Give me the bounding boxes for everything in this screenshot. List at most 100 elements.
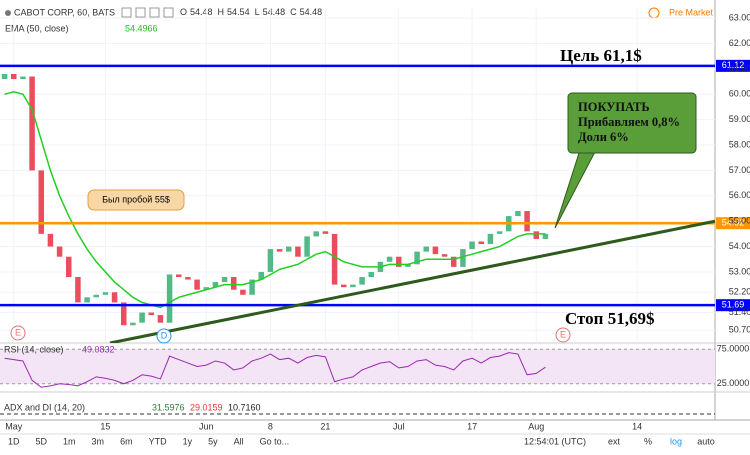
icon — [5, 10, 11, 16]
dividend-icon[interactable] — [156, 328, 172, 344]
adx-title: ADX and DI (14, 20) — [4, 402, 85, 412]
candle-body — [286, 246, 292, 252]
candle-body — [341, 284, 347, 288]
candle-body — [121, 302, 127, 326]
ohlc-key: O — [180, 7, 187, 17]
clock: 12:54:01 (UTC) — [524, 436, 586, 446]
candle-body — [405, 264, 411, 267]
callout-text: Был пробой 55$ — [102, 194, 170, 204]
ohlc-legend: O 54.48 H 54.54 L 54.48 C 54.48 — [180, 7, 322, 17]
range-button[interactable]: 5D — [36, 436, 48, 446]
range-button[interactable]: 1m — [63, 436, 76, 446]
range-button[interactable]: 6m — [120, 436, 133, 446]
candle-body — [414, 251, 420, 265]
earnings-icon[interactable] — [10, 325, 26, 341]
callout-text: Доли 6% — [578, 130, 629, 144]
candle-body — [469, 241, 475, 250]
axis-option[interactable]: ext — [608, 436, 621, 446]
candle-body — [84, 297, 90, 303]
candle-body — [185, 277, 191, 280]
y-tick-label: 55.00 — [729, 216, 750, 226]
candle-body — [304, 236, 310, 257]
y-tick-label: 54.00 — [729, 241, 750, 251]
candle-body — [194, 279, 200, 290]
range-button[interactable]: 1D — [8, 436, 20, 446]
ohlc-value: 54.48 — [263, 7, 286, 17]
y-tick-label: 25.0000 — [717, 378, 750, 388]
icon — [149, 7, 160, 18]
ohlc-value: 54.54 — [227, 7, 250, 17]
rsi-band — [0, 349, 715, 384]
candle-body — [368, 271, 374, 278]
candle-body — [111, 292, 118, 303]
y-tick-label: 50.70 — [729, 325, 750, 335]
candle-body — [524, 211, 530, 232]
range-button[interactable]: 5y — [208, 436, 218, 446]
range-button[interactable]: 3m — [92, 436, 105, 446]
level-label: Цель 61,1$ — [560, 46, 642, 65]
axis-option[interactable]: log — [670, 436, 682, 446]
axis-option[interactable]: auto — [697, 436, 715, 446]
candle-body — [542, 233, 549, 239]
x-tick-label: Aug — [528, 421, 544, 431]
icon — [135, 7, 146, 18]
level-axis-tag — [716, 299, 750, 312]
candle-body — [38, 170, 44, 234]
y-tick-label: 61.00 — [729, 63, 750, 73]
level-label: Стоп 51,69$ — [565, 309, 655, 328]
ohlc-key: L — [255, 7, 260, 17]
candle-body — [515, 211, 521, 217]
candle-body — [487, 233, 494, 245]
earnings-icon-label: E — [15, 327, 21, 337]
candle-body — [249, 279, 255, 295]
ohlc-value: 54.48 — [300, 7, 323, 17]
y-tick-label: 52.20 — [729, 287, 750, 297]
y-tick-label: 58.00 — [729, 139, 750, 149]
adx-value: 29.0159 — [190, 402, 223, 412]
candle-body — [166, 274, 173, 323]
candle-body — [93, 294, 99, 298]
candle-body — [258, 271, 264, 280]
adx-value: 31.5976 — [152, 402, 185, 412]
ohlc-key: H — [218, 7, 225, 17]
candle-body — [56, 246, 63, 257]
candle-body — [1, 73, 8, 80]
ohlc-key: C — [290, 7, 297, 17]
symbol: CABOT CORP, 60, BATS — [14, 7, 115, 17]
candle-body — [432, 246, 439, 255]
y-tick-label: 62.00 — [729, 38, 750, 48]
level-axis-tag — [716, 217, 750, 230]
ema-line — [4, 90, 546, 309]
candle-body — [396, 256, 402, 267]
range-button[interactable]: YTD — [149, 436, 168, 446]
x-tick-label: 17 — [467, 421, 477, 431]
ema-value: 54.4966 — [125, 23, 158, 33]
candle-body — [451, 256, 457, 267]
callout — [87, 189, 185, 211]
level-axis-label: 61.12 — [722, 60, 745, 70]
candle-body — [313, 231, 319, 237]
candle-body — [130, 322, 136, 326]
x-tick-label: Jun — [199, 421, 214, 431]
candle-body — [176, 274, 182, 278]
candle-body — [66, 256, 72, 278]
trendline — [109, 219, 715, 343]
y-tick-label: 56.00 — [729, 190, 750, 200]
range-button[interactable]: Go to... — [260, 436, 290, 446]
rsi-value: 49.0832 — [82, 344, 115, 354]
candle-body — [75, 277, 81, 303]
candle-body — [231, 277, 237, 290]
earnings-icon[interactable] — [555, 327, 571, 343]
range-button[interactable]: All — [234, 436, 244, 446]
rsi-title: RSI (14, close) — [4, 344, 64, 354]
candle-body — [331, 233, 338, 285]
candle-body — [386, 256, 393, 262]
ema-legend: EMA (50, close) — [5, 23, 69, 33]
y-tick-label: 53.00 — [729, 266, 750, 276]
earnings-icon-label: E — [560, 329, 566, 339]
axis-option[interactable]: % — [644, 436, 652, 446]
candle-body — [423, 246, 429, 252]
ohlc-value: 54.48 — [190, 7, 213, 17]
y-tick-label: 60.00 — [729, 89, 750, 99]
range-button[interactable]: 1y — [183, 436, 193, 446]
